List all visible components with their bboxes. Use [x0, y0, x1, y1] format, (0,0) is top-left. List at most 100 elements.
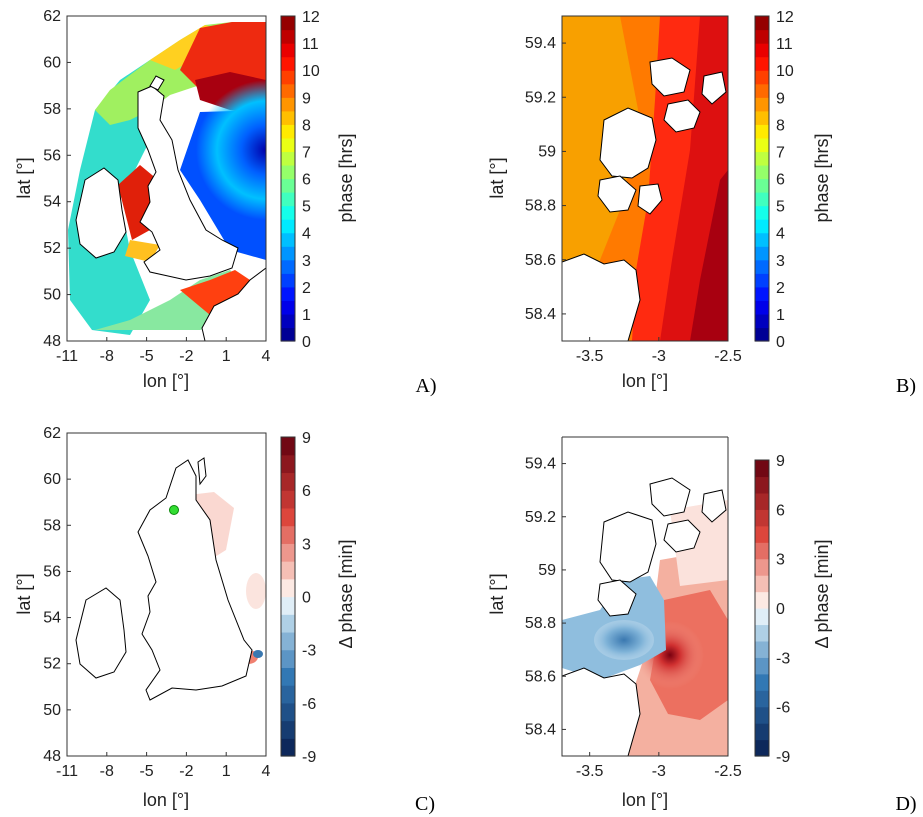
colorbar-tick-label: 6	[302, 483, 311, 500]
colorbar-tick-label: 10	[302, 63, 320, 80]
colorbar-swatch	[755, 608, 769, 626]
colorbar-swatch	[281, 137, 295, 153]
colorbar-swatch	[281, 151, 295, 166]
colorbar-swatch	[755, 327, 769, 342]
colorbar-swatch	[755, 192, 769, 207]
colorbar-tick-label: 0	[302, 590, 311, 607]
panel-a-colorbar-label: phase [hrs]	[336, 133, 356, 222]
colorbar-tick-label: 11	[302, 36, 319, 53]
x-tick-label: 4	[262, 348, 271, 365]
colorbar-tick-label: 5	[302, 199, 311, 216]
panel-d-colorbar-label: Δ phase [min]	[812, 539, 832, 648]
panel-d-map	[562, 437, 728, 756]
colorbar-swatch	[281, 507, 295, 527]
panel-c-map	[67, 433, 266, 756]
colorbar-tick-label: 6	[776, 172, 785, 189]
panel-d-frame	[561, 437, 729, 757]
panel-c-field-blue-spot	[253, 650, 263, 658]
y-tick-label: 62	[43, 8, 61, 25]
colorbar-tick-label: 7	[776, 144, 785, 161]
panel-d-land-orkney-ne	[701, 489, 727, 523]
colorbar-swatch	[755, 97, 769, 112]
colorbar-frame	[280, 15, 296, 342]
panel-b-xlabel: lon [°]	[622, 371, 668, 391]
panel-b-land-orkney-north	[649, 57, 691, 97]
colorbar-swatch	[281, 720, 295, 739]
colorbar-tick-label: -3	[302, 643, 316, 660]
colorbar-swatch	[281, 43, 295, 58]
y-tick-label: 58.4	[525, 306, 556, 323]
colorbar-tick-label: 7	[302, 144, 311, 161]
panel-b-land-orkney-east	[663, 99, 701, 133]
panel-c-land-shetland	[197, 457, 207, 486]
colorbar-swatch	[281, 738, 295, 757]
x-tick-label: 4	[262, 763, 271, 780]
colorbar-tick-label: 5	[776, 199, 785, 216]
colorbar-tick-label: 1	[776, 307, 785, 324]
colorbar-tick-label: 11	[776, 36, 793, 53]
panel-c-label: C)	[415, 793, 435, 815]
colorbar-swatch	[281, 97, 295, 112]
colorbar-tick-label: -3	[776, 650, 790, 667]
x-tick-label: -5	[139, 763, 153, 780]
colorbar-swatch	[281, 649, 295, 668]
y-tick-label: 58.8	[525, 615, 556, 632]
colorbar-swatch	[755, 657, 769, 675]
colorbar-frame	[280, 436, 296, 757]
colorbar-swatch	[281, 124, 295, 139]
y-tick-label: 60	[43, 54, 61, 71]
y-tick-label: 62	[43, 425, 61, 442]
y-tick-label: 58.6	[525, 668, 556, 685]
colorbar-tick-label: 6	[302, 172, 311, 189]
x-tick-label: -3	[652, 348, 666, 365]
panel-b-colorbar-label: phase [hrs]	[812, 133, 832, 222]
colorbar-swatch	[281, 313, 295, 329]
colorbar-tick-label: 9	[776, 90, 785, 107]
y-tick-label: 59	[538, 143, 556, 160]
x-tick-label: -8	[100, 763, 114, 780]
panel-b-frame	[561, 15, 729, 342]
colorbar-tick-label: 4	[776, 226, 785, 243]
x-tick-label: -11	[56, 348, 78, 365]
panel-b-ylabel: lat [°]	[487, 157, 507, 198]
colorbar-swatch	[281, 578, 295, 598]
colorbar-swatch	[755, 246, 769, 261]
y-tick-label: 58	[43, 517, 61, 534]
panel-c-land-ireland	[75, 587, 127, 679]
colorbar-swatch	[281, 327, 295, 342]
x-tick-label: -8	[100, 348, 114, 365]
colorbar-swatch	[281, 232, 295, 247]
colorbar-swatch	[281, 685, 295, 704]
y-tick-label: 59.4	[525, 35, 556, 52]
colorbar-swatch	[281, 83, 295, 98]
colorbar-tick-label: 3	[776, 552, 785, 569]
colorbar-frame	[754, 459, 770, 757]
colorbar-swatch	[755, 739, 769, 757]
colorbar-tick-label: 3	[302, 253, 311, 270]
colorbar-swatch	[281, 631, 295, 651]
colorbar-swatch	[281, 16, 295, 31]
y-tick-label: 54	[43, 610, 61, 627]
colorbar-swatch	[281, 29, 295, 44]
panel-b-land-orkney-ne	[701, 71, 727, 105]
panel-d-colorbar: -9 -6 -3 0 3 6 9	[754, 453, 790, 766]
colorbar-tick-label: 2	[776, 280, 785, 297]
y-tick-label: 52	[43, 240, 61, 257]
x-tick-label: -2	[179, 763, 193, 780]
colorbar-swatch	[281, 300, 295, 315]
x-tick-label: -2.5	[714, 348, 742, 365]
colorbar-swatch	[755, 273, 769, 288]
panel-a-label: A)	[415, 375, 436, 397]
panel-b-land-scotland	[562, 253, 641, 341]
colorbar-swatch	[281, 596, 295, 615]
y-tick-label: 56	[43, 563, 61, 580]
panel-a-axes: -11 -8 -5 -2 1 4 48 50 52 54 56 58 60 62	[43, 8, 270, 365]
y-tick-label: 48	[43, 748, 61, 765]
colorbar-swatch	[281, 205, 295, 220]
panel-a-land-continent	[201, 267, 266, 341]
y-tick-label: 58	[43, 101, 61, 118]
colorbar-swatch	[755, 178, 769, 193]
y-tick-label: 58.4	[525, 721, 556, 738]
